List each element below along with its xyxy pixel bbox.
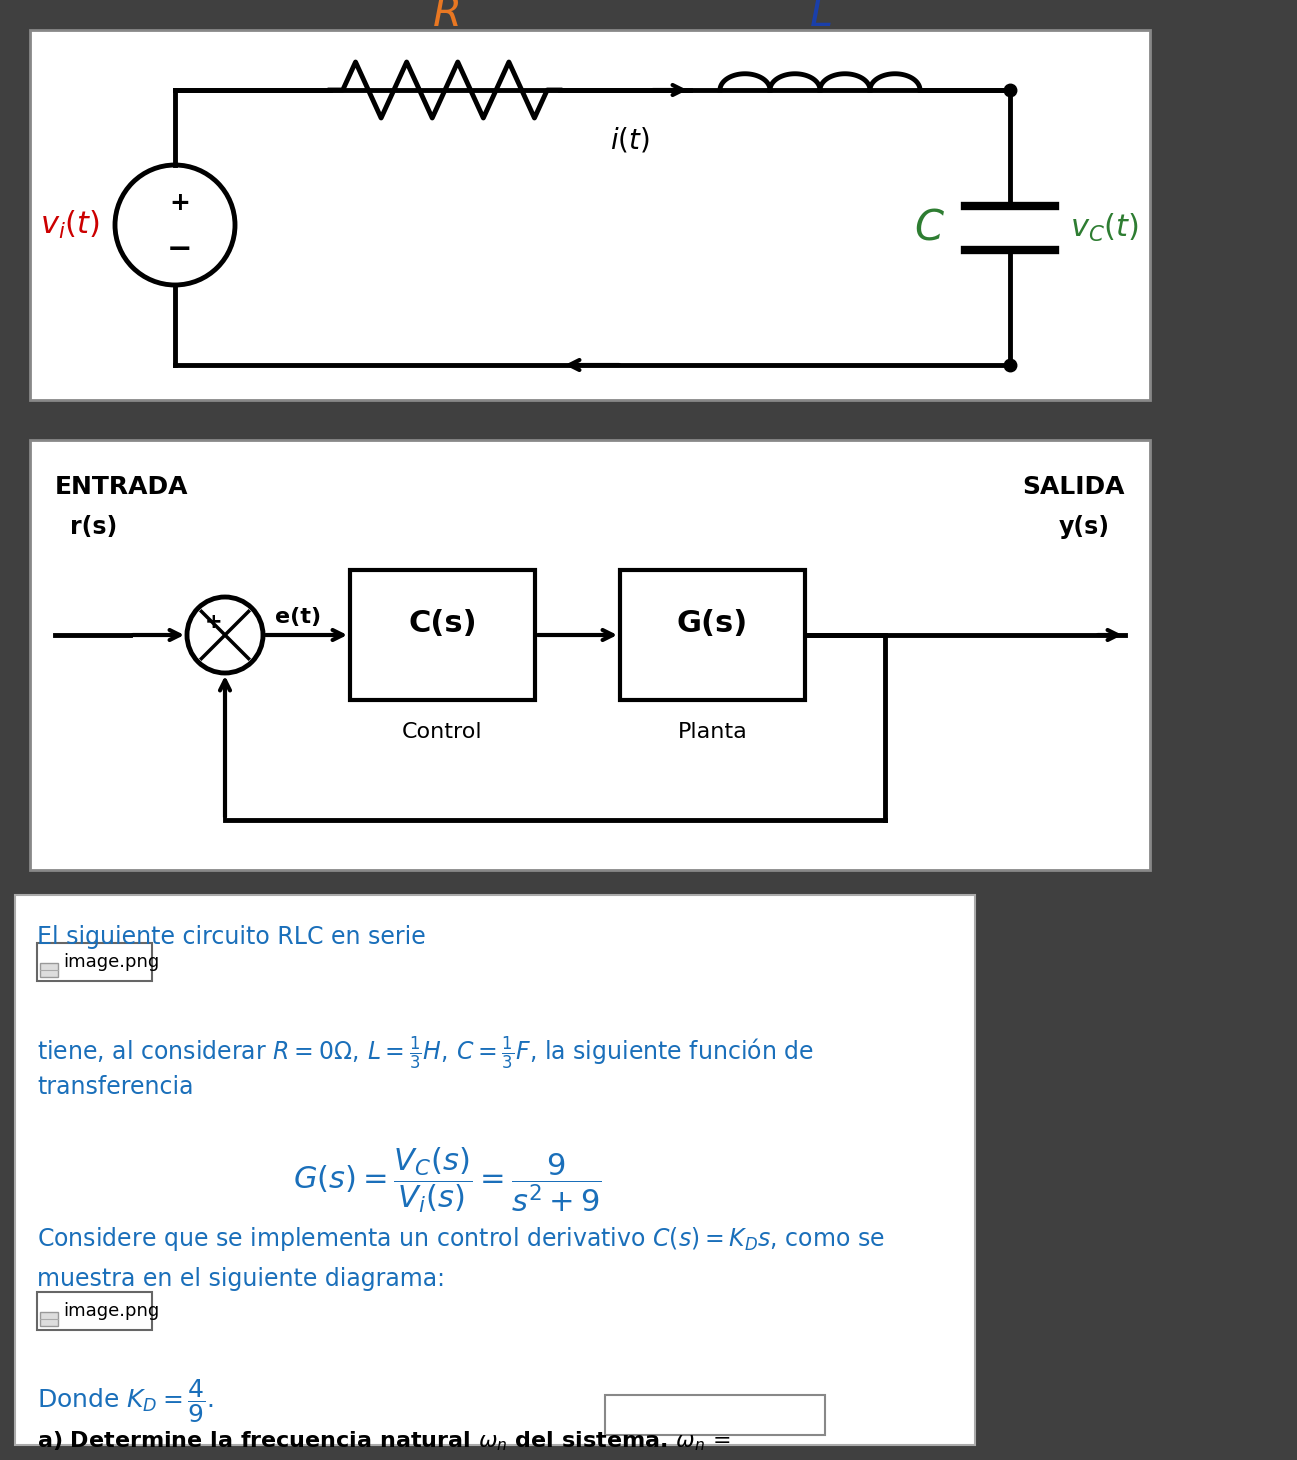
Text: image.png: image.png (64, 1302, 160, 1320)
Text: r(s): r(s) (70, 515, 117, 539)
Text: $v_C(t)$: $v_C(t)$ (1070, 212, 1139, 244)
Text: $i(t)$: $i(t)$ (610, 126, 650, 153)
Bar (16, 895, 975, 1445)
Text: ENTRADA: ENTRADA (54, 474, 188, 499)
Text: Planta: Planta (677, 723, 747, 742)
Bar (620, 569, 805, 699)
Bar (30, 439, 1150, 870)
Bar (604, 1394, 825, 1435)
Text: SALIDA: SALIDA (1022, 474, 1124, 499)
Bar (350, 569, 534, 699)
Text: +: + (205, 612, 222, 632)
Bar (30, 31, 1150, 400)
Text: −: − (167, 235, 193, 263)
Text: Donde $K_D = \dfrac{4}{9}$.: Donde $K_D = \dfrac{4}{9}$. (38, 1377, 214, 1425)
Text: tiene, al considerar $R = 0\Omega,\, L = \frac{1}{3}H,\, C = \frac{1}{3}F$, la s: tiene, al considerar $R = 0\Omega,\, L =… (38, 1035, 813, 1073)
Bar (38, 943, 152, 981)
Text: G(s): G(s) (677, 609, 748, 638)
Bar (40, 1313, 58, 1326)
Text: image.png: image.png (64, 953, 160, 971)
Text: y(s): y(s) (1058, 515, 1110, 539)
Text: C(s): C(s) (409, 609, 477, 638)
Text: e(t): e(t) (275, 607, 322, 626)
Text: $L$: $L$ (808, 0, 831, 35)
Text: +: + (170, 191, 191, 215)
Text: muestra en el siguiente diagrama:: muestra en el siguiente diagrama: (38, 1267, 445, 1291)
Bar (38, 1292, 152, 1330)
Text: $C$: $C$ (914, 206, 946, 248)
Text: transferencia: transferencia (38, 1075, 193, 1099)
Text: $v_i(t)$: $v_i(t)$ (40, 209, 100, 241)
Text: Considere que se implementa un control derivativo $C\left(s\right) = K_Ds$, como: Considere que se implementa un control d… (38, 1225, 885, 1253)
Text: Control: Control (402, 723, 482, 742)
Text: $G\left(s\right) = \dfrac{V_C(s)}{V_i(s)} = \dfrac{9}{s^2+9}$: $G\left(s\right) = \dfrac{V_C(s)}{V_i(s)… (293, 1145, 602, 1215)
Text: $R$: $R$ (432, 0, 459, 35)
Bar (40, 964, 58, 977)
Text: a) Determine la frecuencia natural $\omega_n$ del sistema. $\omega_n\,=$: a) Determine la frecuencia natural $\ome… (38, 1429, 730, 1453)
Text: El siguiente circuito RLC en serie: El siguiente circuito RLC en serie (38, 926, 425, 949)
